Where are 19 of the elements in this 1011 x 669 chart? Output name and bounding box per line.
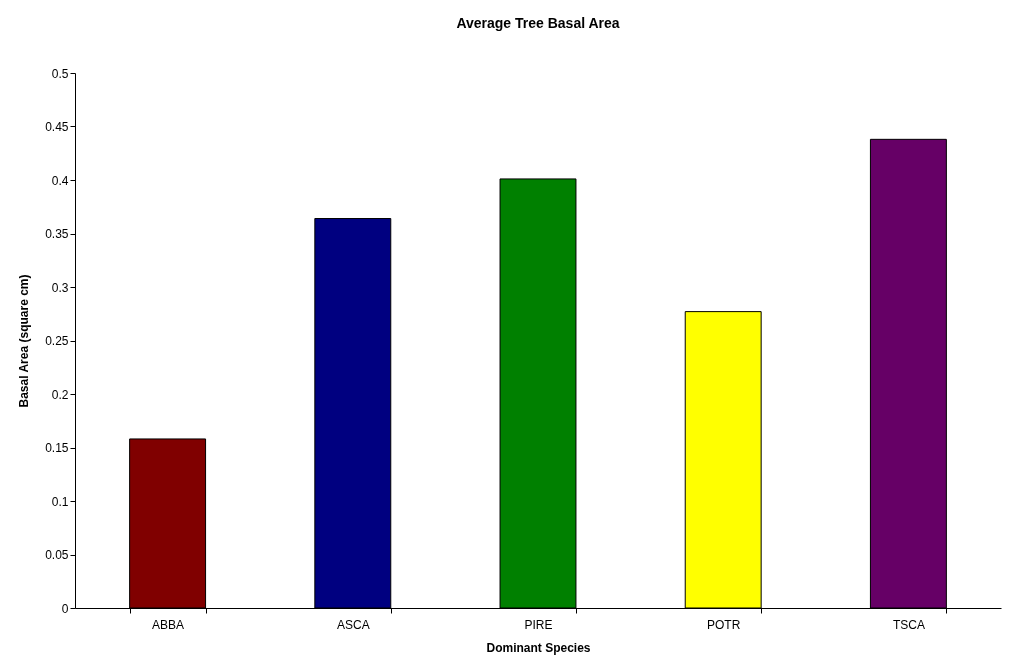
y-tick-label: 0.5	[51, 66, 69, 81]
x-tick-label: ASCA	[336, 617, 370, 632]
y-tick-label: 0.3	[51, 280, 69, 295]
y-tick-label: 0.1	[51, 494, 69, 509]
y-axis-title: Basal Area (square cm)	[17, 274, 32, 408]
x-tick-label: ABBA	[152, 617, 185, 632]
x-axis-title: Dominant Species	[486, 640, 591, 655]
y-tick-label: 0.45	[45, 120, 69, 134]
y-tick-label: 0.35	[45, 227, 69, 241]
y-tick-label: 0.15	[45, 441, 69, 455]
x-tick-label: TSCA	[892, 617, 925, 632]
y-tick-label: 0.2	[51, 387, 69, 402]
y-tick-label: 0.25	[45, 334, 69, 348]
x-tick-label: POTR	[707, 617, 741, 632]
y-tick-label: 0	[61, 601, 69, 616]
y-tick-label: 0.05	[45, 548, 69, 562]
y-tick-label: 0.4	[51, 173, 69, 188]
x-tick-label: PIRE	[524, 617, 553, 632]
chart-title: Average Tree Basal Area	[456, 15, 620, 31]
